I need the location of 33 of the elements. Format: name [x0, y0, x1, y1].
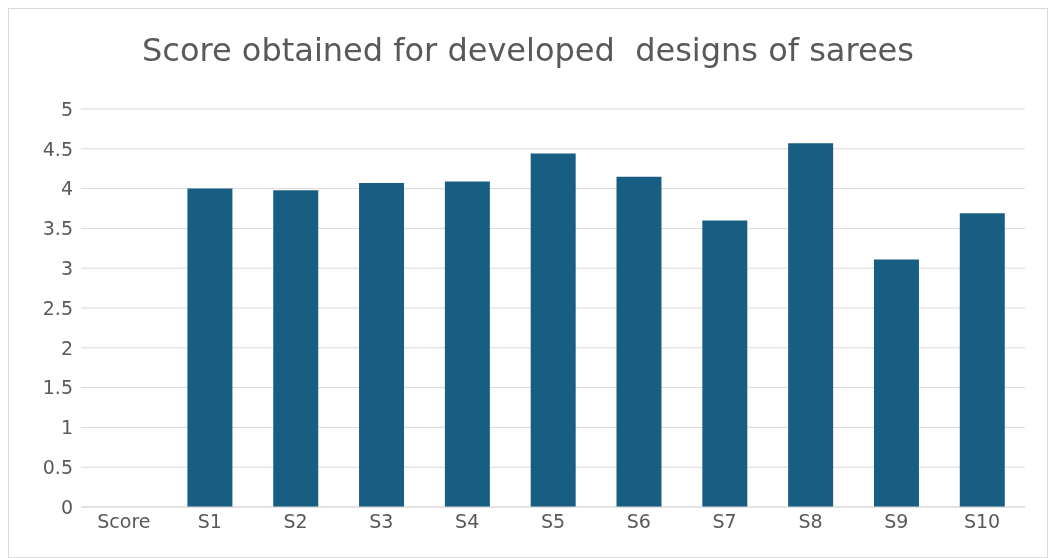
bar	[187, 188, 233, 507]
y-tick-label: 3.5	[42, 217, 73, 240]
y-tick-label: 5	[60, 97, 73, 120]
x-tick-label: S7	[712, 510, 737, 533]
x-tick-label: S10	[963, 510, 1001, 533]
y-tick-label: 1	[60, 416, 73, 439]
y-tick-label: 2	[60, 336, 73, 359]
x-tick-label: S2	[283, 510, 308, 533]
y-tick-label: 2.5	[42, 296, 73, 319]
bar	[788, 143, 834, 507]
y-tick-label: 0	[60, 495, 73, 518]
x-tick-label: S5	[540, 510, 566, 533]
x-tick-label: S6	[626, 510, 651, 533]
x-tick-label: S8	[798, 510, 823, 533]
bar	[702, 220, 748, 507]
y-tick-label: 0.5	[42, 455, 73, 478]
bar	[873, 259, 919, 507]
x-tick-label: S1	[197, 510, 222, 533]
bar	[444, 181, 490, 507]
bar	[359, 183, 405, 507]
bar	[959, 213, 1005, 507]
chart-title: Score obtained for developed designs of sarees	[141, 30, 915, 71]
bar	[273, 190, 319, 507]
bar	[616, 176, 662, 507]
y-tick-label: 1.5	[42, 376, 73, 399]
bar	[530, 153, 576, 507]
x-tick-label: S4	[455, 510, 480, 533]
x-tick-label: S9	[884, 510, 909, 533]
y-tick-label: 4	[60, 177, 73, 200]
x-tick-label: S3	[369, 510, 394, 533]
y-tick-label: 4.5	[42, 137, 73, 160]
x-tick-label: Score	[97, 510, 151, 533]
y-tick-label: 3	[60, 256, 73, 279]
